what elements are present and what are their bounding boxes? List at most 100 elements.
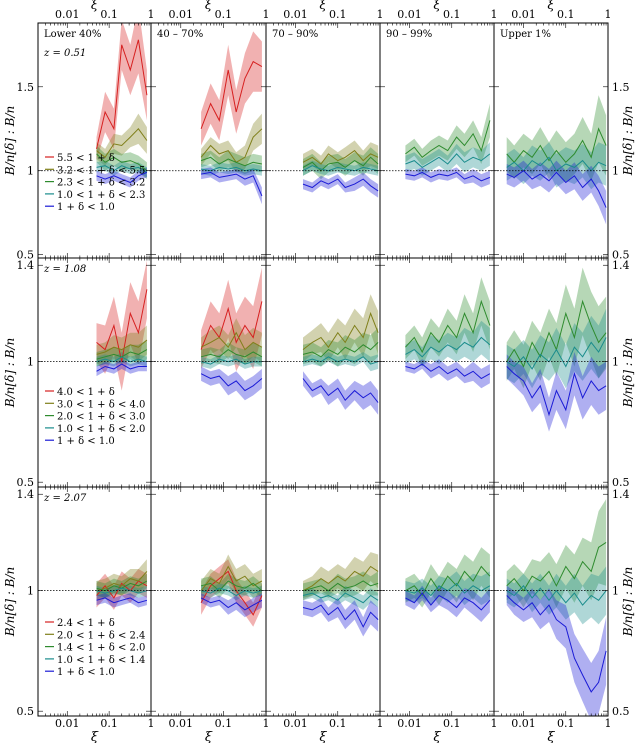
lines-layer <box>96 39 607 693</box>
legend-entry: 2.0 < 1 + δ < 2.4 <box>57 630 145 641</box>
error-band <box>201 554 262 601</box>
x-tick-label-top: 1 <box>377 8 384 21</box>
series-line <box>405 363 491 380</box>
y-axis-label-right: B/n[δ] : B/n <box>621 106 635 176</box>
error-band <box>506 267 607 389</box>
x-tick-label-top: 0.1 <box>443 8 461 21</box>
y-axis-label-left: B/n[δ] : B/n <box>3 567 17 637</box>
error-band <box>201 354 262 369</box>
x-tick-label-top: 0.1 <box>215 8 233 21</box>
error-band <box>96 167 147 188</box>
column-label: 70 – 90% <box>272 29 318 40</box>
y-axis-label-left: B/n[δ] : B/n <box>3 106 17 176</box>
series-line <box>405 120 491 158</box>
series-line <box>302 580 379 592</box>
error-band <box>506 499 607 608</box>
error-band <box>303 552 379 601</box>
error-band <box>405 142 490 176</box>
error-band <box>303 172 379 198</box>
x-axis-label-bottom: ξ <box>547 730 555 743</box>
x-tick-label-top: 1 <box>263 8 270 21</box>
y-tick-label-left: 0.5 <box>17 476 35 489</box>
x-tick-label-bottom: 0.01 <box>397 717 422 730</box>
y-tick-label-left: 0.5 <box>17 249 35 262</box>
x-tick-label-top: 0.1 <box>557 8 575 21</box>
x-tick-label-bottom: 0.1 <box>557 717 575 730</box>
series-line <box>200 580 263 592</box>
series-line <box>201 166 262 172</box>
series-line <box>405 582 491 597</box>
series-line <box>302 604 379 628</box>
series-line <box>405 565 491 597</box>
series-line <box>302 378 379 403</box>
y-tick-label-right: 1.5 <box>612 81 630 94</box>
x-tick-label-bottom: 0.01 <box>511 717 536 730</box>
error-band <box>96 325 147 365</box>
column-label: Lower 40% <box>44 29 101 40</box>
error-band <box>405 277 490 367</box>
y-tick-label-left: 1.4 <box>17 259 35 272</box>
y-axis-label-right: B/n[δ] : B/n <box>621 338 635 408</box>
y-tick-label-right: 0.5 <box>612 705 630 718</box>
x-tick-label-bottom: 1 <box>605 717 612 730</box>
series-line <box>96 339 148 355</box>
legend-entry: 1.0 < 1 + δ < 1.4 <box>57 655 145 666</box>
text-layer: 0.5 0.51 11.5 1.5B/n[δ] : B/n B/n[δ] : B/nz … <box>3 0 635 743</box>
series-line <box>302 356 379 365</box>
series-line <box>302 342 379 358</box>
x-tick-label-top: 0.01 <box>169 8 194 21</box>
series-line <box>405 336 491 358</box>
column-label: Upper 1% <box>500 29 551 40</box>
x-axis-label-top: ξ <box>547 0 555 13</box>
series-line <box>405 299 491 354</box>
series-line <box>302 565 379 592</box>
series-line <box>96 128 148 159</box>
series-line <box>96 587 148 594</box>
series-line <box>302 165 379 172</box>
series-line <box>96 356 148 363</box>
error-band <box>201 113 262 173</box>
error-band <box>96 559 147 601</box>
series-line <box>506 366 607 417</box>
y-axis-label-right: B/n[δ] : B/n <box>621 567 635 637</box>
series-line <box>506 127 607 164</box>
error-band <box>303 140 379 173</box>
error-band <box>506 142 607 190</box>
legend-entry: 1.0 < 1 + δ < 2.3 <box>57 190 145 201</box>
x-axis-label-bottom: ξ <box>433 730 441 743</box>
x-tick-label-top: 1 <box>605 8 612 21</box>
series-line <box>200 60 263 129</box>
column-label: 40 – 70% <box>157 29 203 40</box>
error-band <box>506 566 607 625</box>
x-axis-label-top: ξ <box>433 0 441 13</box>
x-tick-label-bottom: 1 <box>263 717 270 730</box>
panel-frame <box>265 257 381 488</box>
series-line <box>506 585 607 606</box>
series-line <box>200 331 263 351</box>
legend-entry: 5.5 < 1 + δ <box>57 153 115 164</box>
series-line <box>96 165 148 173</box>
series-line <box>200 156 262 167</box>
y-tick-label-right: 0.5 <box>612 476 630 489</box>
series-line <box>200 301 263 350</box>
series-line <box>201 171 263 197</box>
y-tick-label-left: 1.4 <box>17 488 35 501</box>
legend-entry: 2.3 < 1 + δ < 3.2 <box>57 178 145 189</box>
series-line <box>200 128 263 163</box>
x-tick-label-bottom: 0.01 <box>283 717 308 730</box>
series-line <box>506 541 607 592</box>
x-tick-label-top: 0.1 <box>100 8 118 21</box>
frames-layer <box>37 22 609 717</box>
redshift-label: z = 0.51 <box>43 48 86 59</box>
redshift-label: z = 1.08 <box>43 264 86 275</box>
series-line <box>302 149 379 165</box>
x-axis-label-top: ξ <box>319 0 327 13</box>
y-tick-label-right: 1.4 <box>612 488 630 501</box>
legend-entry: 1 + δ < 1.0 <box>57 202 115 213</box>
series-line <box>200 587 263 597</box>
series-line <box>96 39 148 150</box>
x-tick-label-top: 1 <box>148 8 155 21</box>
x-tick-label-bottom: 0.1 <box>215 717 233 730</box>
legend-entry: 2.0 < 1 + δ < 3.0 <box>57 412 145 423</box>
